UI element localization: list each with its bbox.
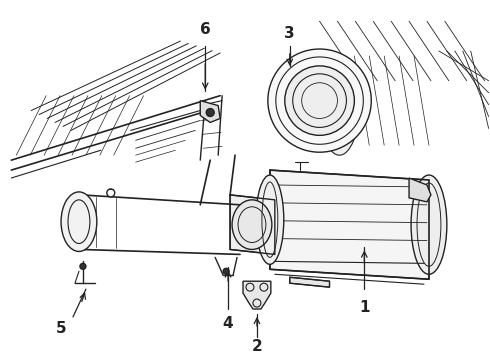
Ellipse shape xyxy=(411,175,447,274)
Text: 1: 1 xyxy=(359,300,369,315)
Circle shape xyxy=(107,189,115,197)
Polygon shape xyxy=(230,195,275,255)
Circle shape xyxy=(206,109,214,117)
Ellipse shape xyxy=(232,200,272,249)
Polygon shape xyxy=(243,281,271,309)
Circle shape xyxy=(223,268,229,274)
Text: 2: 2 xyxy=(251,339,262,354)
Polygon shape xyxy=(200,100,220,122)
Text: 3: 3 xyxy=(284,26,295,41)
Circle shape xyxy=(80,264,86,269)
Circle shape xyxy=(268,49,371,152)
Ellipse shape xyxy=(61,192,97,251)
Circle shape xyxy=(285,66,354,135)
Polygon shape xyxy=(270,170,429,279)
Text: 6: 6 xyxy=(200,22,211,37)
Ellipse shape xyxy=(256,175,284,264)
Polygon shape xyxy=(409,178,431,202)
Ellipse shape xyxy=(319,56,359,155)
Text: 5: 5 xyxy=(56,321,66,336)
Text: 4: 4 xyxy=(223,316,233,332)
Polygon shape xyxy=(290,277,329,287)
